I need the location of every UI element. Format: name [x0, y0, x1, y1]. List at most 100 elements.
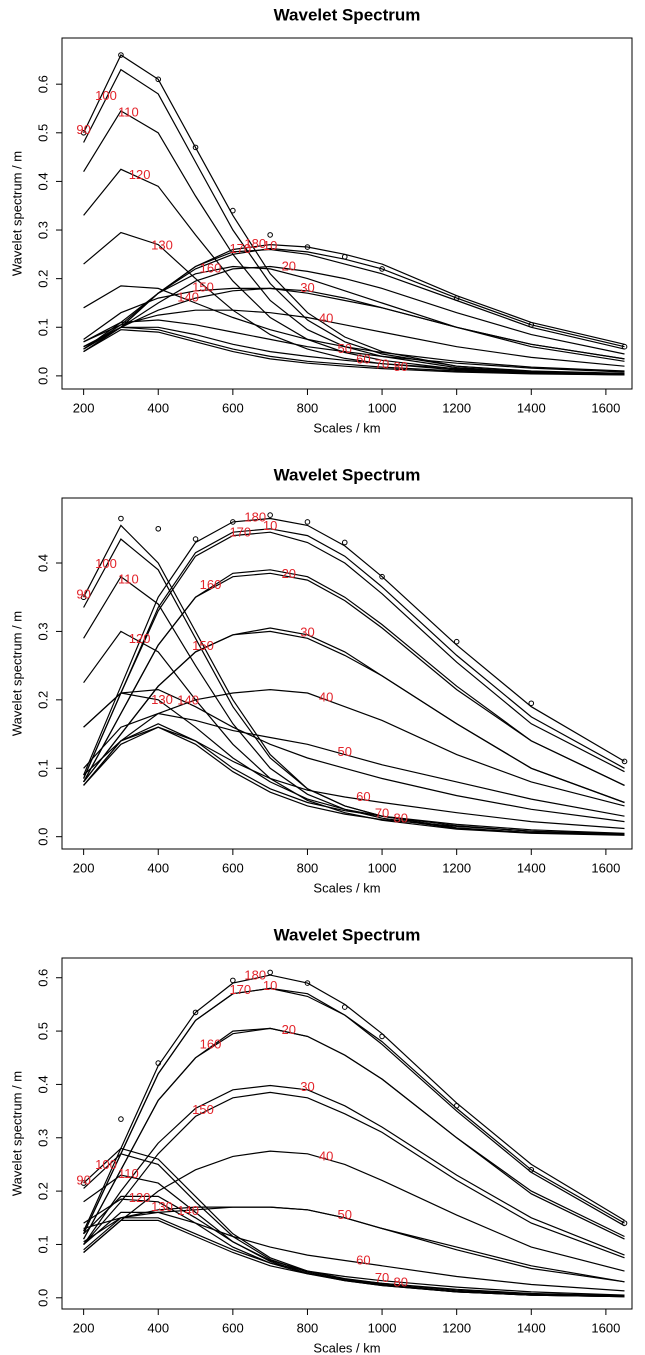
spectrum-line: [83, 630, 625, 836]
curve-label: 30: [300, 624, 314, 639]
y-tick-label: 0.6: [35, 75, 50, 93]
spectrum-line: [83, 630, 625, 804]
curve-label: 70: [375, 806, 389, 821]
curve-label: 50: [338, 744, 352, 759]
chart-title: Wavelet Spectrum: [274, 5, 421, 24]
spectrum-line: [83, 575, 625, 836]
data-point: [528, 1166, 535, 1173]
curve-label: 100: [95, 556, 117, 571]
spectrum-line: [83, 168, 625, 375]
curve-label: 90: [76, 1173, 90, 1188]
data-point: [453, 638, 460, 645]
data-point: [230, 207, 236, 214]
data-point: [528, 322, 535, 328]
spectrum-line: [83, 1217, 625, 1296]
curve-label: 50: [338, 341, 352, 356]
data-point: [341, 1004, 348, 1010]
data-point: [528, 700, 535, 707]
spectrum-line: [83, 231, 625, 375]
data-point: [267, 512, 273, 518]
y-tick-label: 0.3: [35, 622, 50, 640]
x-axis-title: Scales / km: [313, 420, 380, 435]
data-point: [341, 253, 348, 260]
curve-label: 70: [375, 357, 389, 372]
curve-label: 20: [282, 258, 296, 273]
x-tick-label: 1200: [442, 400, 471, 415]
x-tick-label: 1200: [442, 1320, 471, 1335]
data-point: [453, 1102, 460, 1109]
curve-label: 20: [282, 566, 296, 581]
x-tick-label: 1000: [368, 400, 397, 415]
spectrum-line: [83, 688, 625, 823]
curve-label: 20: [282, 1022, 296, 1037]
spectrum-line: [83, 265, 625, 355]
data-point: [267, 969, 273, 976]
spectrum-line: [83, 572, 625, 786]
curve-label: 60: [356, 1253, 370, 1268]
x-tick-label: 600: [222, 1320, 244, 1335]
y-tick-label: 0.5: [35, 124, 50, 142]
spectrum-line: [83, 974, 625, 1232]
data-point: [304, 980, 311, 986]
y-tick-label: 0.2: [35, 691, 50, 709]
x-tick-label: 400: [147, 1320, 169, 1335]
curve-label: 140: [177, 289, 199, 304]
curve-label: 40: [319, 311, 333, 326]
spectrum-line: [83, 1174, 625, 1298]
spectrum-line: [83, 528, 625, 779]
curve-label: 60: [356, 789, 370, 804]
data-point: [192, 144, 199, 151]
curve-label: 170: [229, 241, 251, 256]
curve-label: 90: [76, 122, 90, 137]
curve-label: 140: [177, 1203, 199, 1218]
curve-label: 130: [151, 692, 173, 707]
chart-title: Wavelet Spectrum: [274, 465, 421, 484]
data-point: [230, 519, 236, 525]
spectrum-line: [83, 726, 625, 835]
x-tick-label: 800: [297, 860, 319, 875]
curve-label: 100: [95, 1157, 117, 1172]
y-tick-label: 0.6: [35, 969, 50, 987]
data-point: [192, 1009, 199, 1016]
curve-label: 40: [319, 689, 333, 704]
data-point: [304, 244, 311, 250]
data-point: [379, 573, 385, 580]
spectrum-line: [83, 309, 625, 367]
spectrum-line: [83, 1219, 625, 1297]
spectrum-line: [83, 110, 625, 375]
y-tick-label: 0.4: [35, 554, 50, 572]
data-point: [155, 1060, 162, 1066]
plot-frame: [61, 497, 633, 850]
x-tick-label: 1400: [517, 400, 546, 415]
x-tick-label: 1000: [368, 1320, 397, 1335]
y-tick-label: 0.0: [35, 1289, 50, 1307]
curve-label: 170: [229, 524, 251, 539]
data-point: [155, 76, 162, 83]
y-axis-title: Wavelet spectrum / m: [9, 1071, 24, 1196]
y-tick-label: 0.4: [35, 172, 50, 190]
x-tick-label: 200: [73, 1320, 95, 1335]
curve-label: 40: [319, 1149, 333, 1164]
x-tick-label: 600: [222, 400, 244, 415]
spectrum-line: [83, 329, 625, 376]
x-tick-label: 1400: [517, 860, 546, 875]
curve-label: 80: [393, 1274, 407, 1289]
curve-label: 130: [151, 237, 173, 252]
x-tick-label: 400: [147, 400, 169, 415]
x-tick-label: 200: [73, 860, 95, 875]
curve-label: 180: [244, 968, 266, 983]
spectrum-line: [83, 1153, 625, 1298]
x-tick-label: 200: [73, 400, 95, 415]
y-tick-label: 0.1: [35, 1235, 50, 1253]
spectrum-line: [83, 712, 625, 817]
data-point: [621, 1220, 628, 1226]
y-axis-title: Wavelet spectrum / m: [9, 611, 24, 736]
curve-label: 100: [95, 88, 117, 103]
curve-label: 10: [263, 518, 277, 533]
spectrum-line: [83, 68, 625, 375]
curve-label: 30: [300, 280, 314, 295]
spectrum-line: [83, 319, 625, 373]
y-tick-label: 0.0: [35, 367, 50, 385]
